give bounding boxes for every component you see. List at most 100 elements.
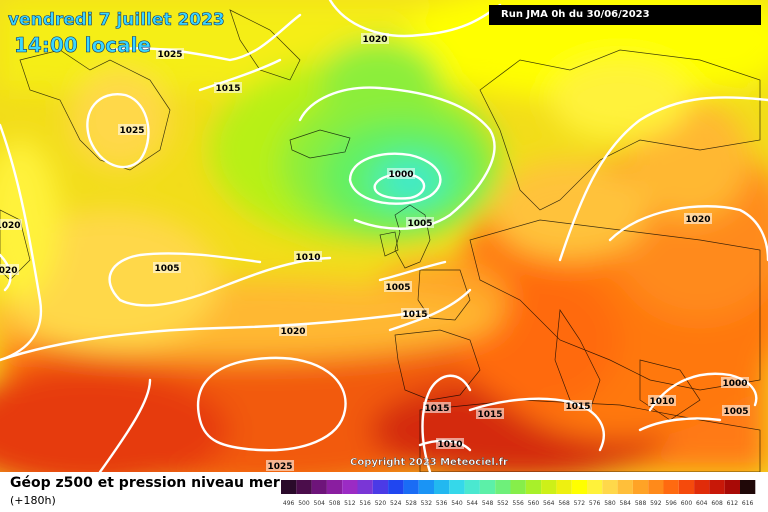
- isobar-label-text: 1025: [119, 126, 144, 136]
- isobar-label-text: 1020: [685, 215, 710, 225]
- isobar-label-text: 1005: [385, 283, 410, 293]
- scale-tick-label: 528: [405, 500, 417, 507]
- isobar-label-text: 1015: [424, 404, 449, 414]
- scale-swatch: [326, 480, 343, 494]
- scale-tick-label: 596: [665, 500, 677, 507]
- scale-swatch: [663, 480, 679, 494]
- scale-tick-label: 500: [298, 500, 310, 507]
- scale-tick-label: 608: [711, 500, 723, 507]
- isobar-label-text: 1025: [157, 50, 182, 60]
- isobar-label: 1000: [721, 377, 749, 389]
- scale-swatch: [311, 480, 327, 494]
- isobar-label-text: 1005: [154, 264, 179, 274]
- isobar-label: 1005: [153, 262, 181, 274]
- scale-swatch: [281, 480, 297, 494]
- scale-tick-label: 504: [314, 500, 326, 507]
- scale-tick-label: 524: [390, 500, 402, 507]
- isobar-label: 1005: [722, 405, 750, 417]
- scale-tick-label: 512: [344, 500, 356, 507]
- isobar-label: 1010: [648, 395, 676, 407]
- isobar-label-text: 1020: [280, 327, 305, 337]
- scale-tick-label: 520: [375, 500, 387, 507]
- isobar-label: 1015: [476, 408, 504, 420]
- forecast-time: 14:00 locale: [14, 33, 152, 58]
- isobar-label: 1020: [0, 219, 22, 231]
- isobar-label-text: 1000: [388, 170, 413, 180]
- scale-tick-label: 552: [497, 500, 509, 507]
- scale-tick-label: 548: [482, 500, 494, 507]
- scale-swatch: [709, 480, 725, 494]
- isobar-label: 1015: [214, 82, 242, 94]
- map-legend-title: Géop z500 et pression niveau mer: [10, 475, 280, 491]
- isobar-label-text: 1010: [649, 397, 674, 407]
- scale-tick-label: 560: [528, 500, 540, 507]
- isobar-label-text: 1020: [0, 221, 21, 231]
- scale-swatch: [342, 480, 358, 494]
- isobar-label-text: 1010: [295, 253, 320, 263]
- scale-swatch: [479, 480, 496, 494]
- scale-tick-label: 588: [635, 500, 647, 507]
- scale-swatch: [587, 480, 603, 494]
- isobar-lines: [0, 0, 768, 472]
- isobar-label-text: 1020: [0, 266, 18, 276]
- isobar-label: 1020: [0, 264, 19, 276]
- scale-tick-label: 580: [604, 500, 616, 507]
- isobar-label: 1005: [384, 281, 412, 293]
- isobar-label: 1020: [361, 33, 389, 45]
- scale-swatch: [418, 480, 434, 494]
- scale-swatch: [296, 480, 312, 494]
- scale-tick-label: 604: [696, 500, 708, 507]
- scale-tick-label: 572: [574, 500, 586, 507]
- isobar-label: 1020: [684, 213, 712, 225]
- scale-tick-label: 576: [589, 500, 601, 507]
- scale-swatch: [617, 480, 633, 494]
- scale-tick-label: 600: [681, 500, 693, 507]
- scale-tick-label: 540: [451, 500, 463, 507]
- scale-tick-label: 568: [558, 500, 570, 507]
- isobar-label: 1010: [436, 438, 464, 450]
- isobar-label: 1015: [401, 308, 429, 320]
- isobar-label-text: 1025: [267, 462, 292, 472]
- geopotential-pressure-map: 1025 1020 1015 1025 1000 1005 1020 1020 1005 1010…: [0, 0, 768, 472]
- scale-tick-label: 544: [467, 500, 479, 507]
- scale-swatch: [495, 480, 511, 494]
- isobar-label-text: 1010: [437, 440, 462, 450]
- scale-swatch: [388, 480, 404, 494]
- run-info-box: Run JMA 0h du 30/06/2023: [489, 5, 761, 25]
- scale-swatch: [571, 480, 587, 494]
- isobar-label: 1025: [266, 460, 294, 472]
- isobar-label: 1020: [279, 325, 307, 337]
- isobar-labels: 1025 1020 1015 1025 1000 1005 1020 1020 1005 1010…: [0, 33, 750, 472]
- scale-swatch: [525, 480, 542, 494]
- z500-color-scale: 496 500 504 508 512 516 520 524 528 532 536 540 544 5…: [281, 480, 756, 507]
- scale-swatch: [602, 480, 618, 494]
- isobar-label: 1025: [118, 124, 146, 136]
- scale-tick-label: 612: [727, 500, 739, 507]
- scale-tick-label: 508: [329, 500, 341, 507]
- forecast-lead-time: (+180h): [10, 494, 56, 507]
- scale-tick-label: 564: [543, 500, 555, 507]
- isobar-label-text: 1005: [723, 407, 748, 417]
- isobar-label: 1005: [406, 217, 434, 229]
- isobar-label: 1000: [387, 168, 415, 180]
- scale-tick-label: 616: [742, 500, 754, 507]
- scale-tick-label: 532: [421, 500, 433, 507]
- isobar-label-text: 1005: [407, 219, 432, 229]
- scale-swatch: [694, 480, 710, 494]
- isobar-label-text: 1015: [215, 84, 240, 94]
- scale-swatch: [740, 480, 756, 494]
- scale-tick-label: 556: [512, 500, 524, 507]
- scale-swatch: [510, 480, 526, 494]
- isobar-label-text: 1015: [477, 410, 502, 420]
- isobar-label: 1010: [294, 251, 322, 263]
- scale-tick-label: 536: [436, 500, 448, 507]
- scale-tick-label: 496: [283, 500, 295, 507]
- scale-swatch: [357, 480, 373, 494]
- scale-swatch: [449, 480, 465, 494]
- isobar-label: 1025: [156, 48, 184, 60]
- scale-swatch: [724, 480, 740, 494]
- isobar-label: 1015: [564, 400, 592, 412]
- scale-swatch: [403, 480, 419, 494]
- scale-swatch: [541, 480, 557, 494]
